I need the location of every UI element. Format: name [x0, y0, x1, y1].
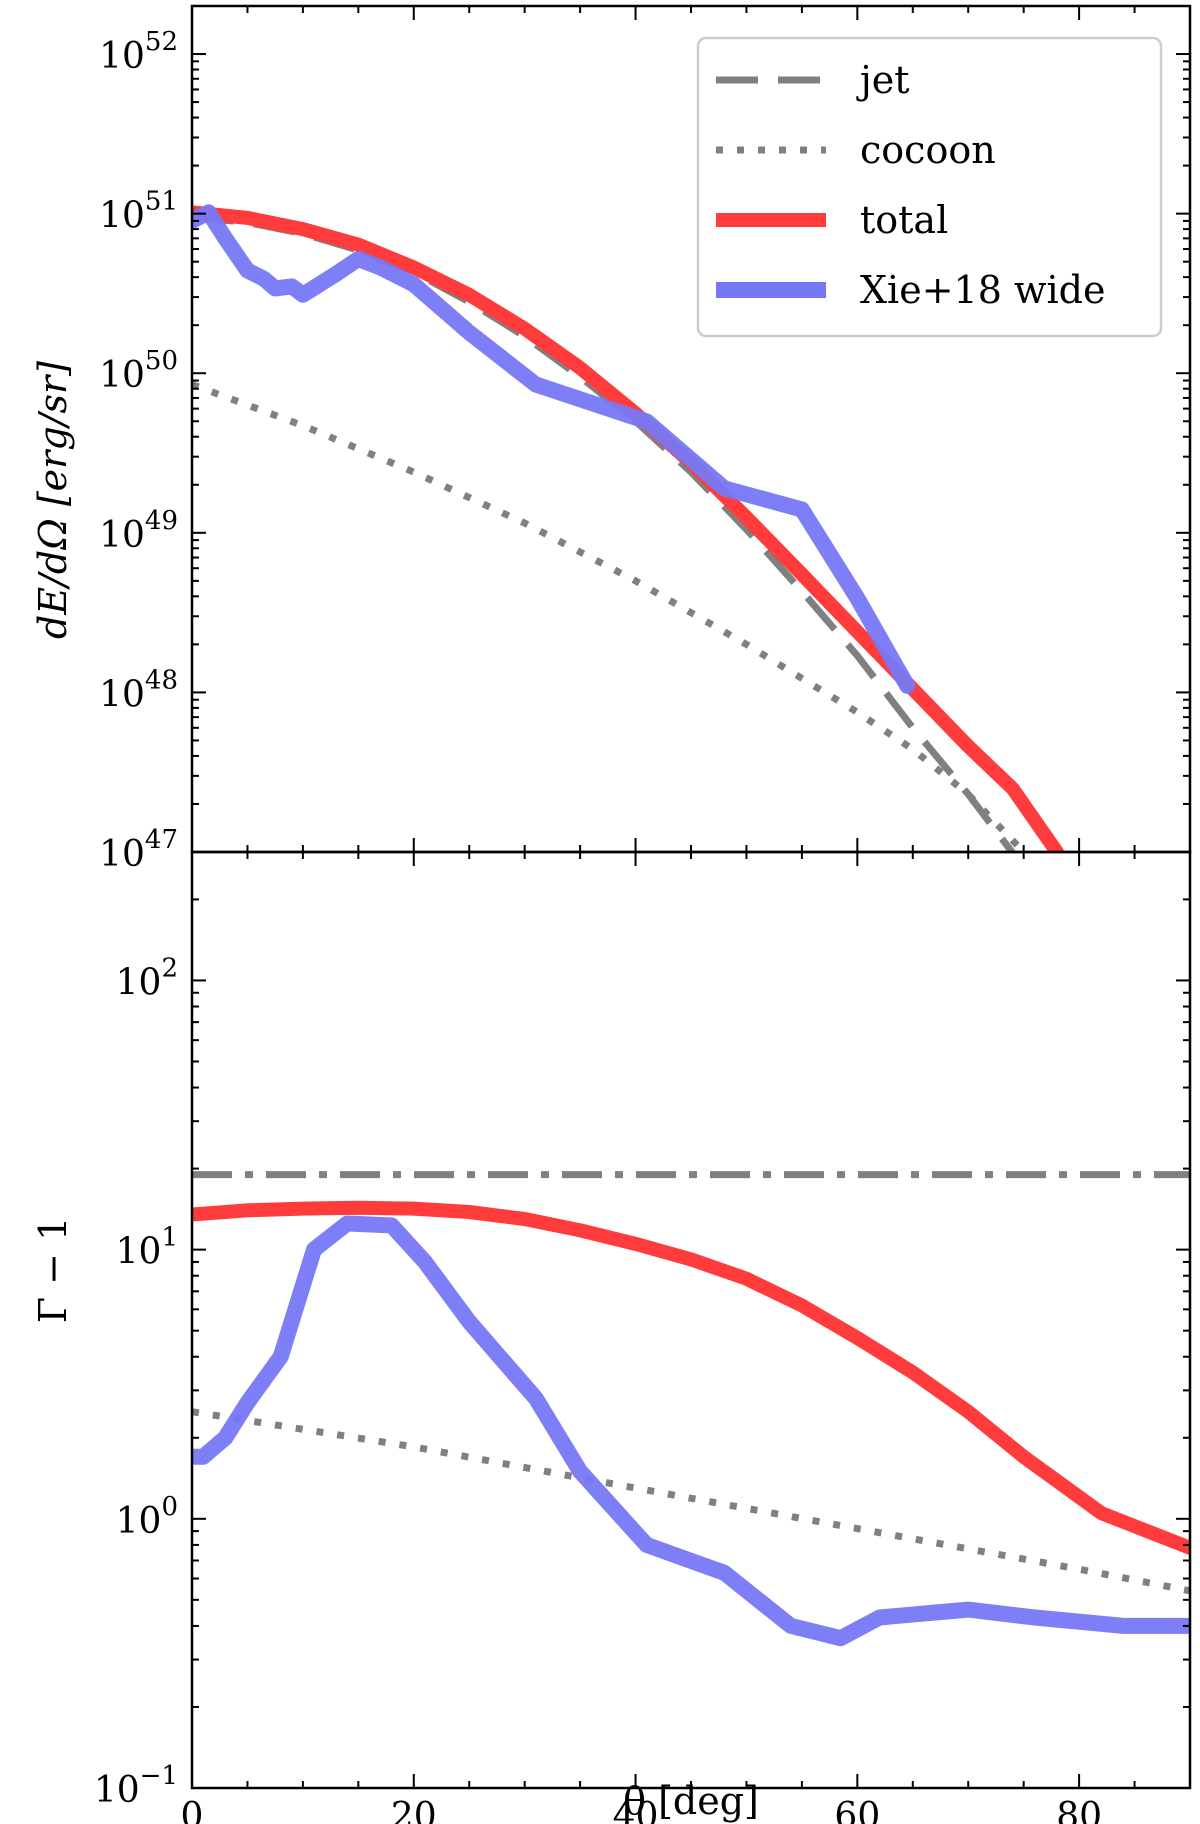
legend: jet cocoon total Xie+18 wide	[696, 36, 1163, 338]
top-ytick-label: 1052	[99, 27, 178, 77]
bottom-axes: 10−1 100 101 102 0 20 40 60 80	[94, 850, 1192, 1824]
top-ylabel: dE/dΩ [erg/sr]	[31, 361, 75, 639]
top-ytick-label: 1048	[99, 665, 178, 715]
bottom-panel: 10−1 100 101 102 0 20 40 60 80	[94, 850, 1192, 1824]
top-series-group	[192, 204, 1064, 852]
xlabel: θ [deg]	[623, 1779, 759, 1823]
bottom-ylabel: Γ − 1	[31, 1217, 75, 1324]
bottom-ytick-label: 102	[116, 953, 178, 1003]
legend-frame	[696, 36, 1163, 338]
top-panel: 1047 1048 1049 1050 1051 1052	[99, 4, 1192, 875]
xtick-label: 0	[181, 1796, 204, 1824]
legend-label-jet: jet	[856, 58, 910, 102]
top-ytick-label: 1047	[99, 825, 178, 875]
xtick-label: 60	[834, 1796, 880, 1824]
top-series-xie-18-wide	[192, 204, 916, 694]
bottom-series-total	[192, 1200, 1190, 1555]
top-ytick-label: 1051	[99, 187, 178, 237]
legend-label-total: total	[860, 198, 948, 242]
top-series-cocoon	[192, 381, 1029, 852]
xtick-label: 40	[613, 1796, 659, 1824]
bottom-series-xie-18-wide	[192, 1215, 1190, 1647]
legend-label-cocoon: cocoon	[860, 128, 996, 172]
top-ytick-label: 1049	[99, 506, 178, 556]
bottom-ytick-label: 100	[116, 1492, 178, 1542]
bottom-series-group	[192, 1171, 1190, 1647]
legend-label-xie-18-wide: Xie+18 wide	[860, 268, 1105, 312]
bottom-ytick-label: 101	[116, 1223, 178, 1273]
bottom-axes-frame	[190, 850, 1192, 1790]
xtick-label: 80	[1056, 1796, 1102, 1824]
bottom-ytick-label: 10−1	[94, 1761, 178, 1811]
xtick-label: 20	[391, 1796, 437, 1824]
top-axes: 1047 1048 1049 1050 1051 1052	[99, 4, 1192, 875]
top-ytick-label: 1050	[99, 346, 178, 396]
